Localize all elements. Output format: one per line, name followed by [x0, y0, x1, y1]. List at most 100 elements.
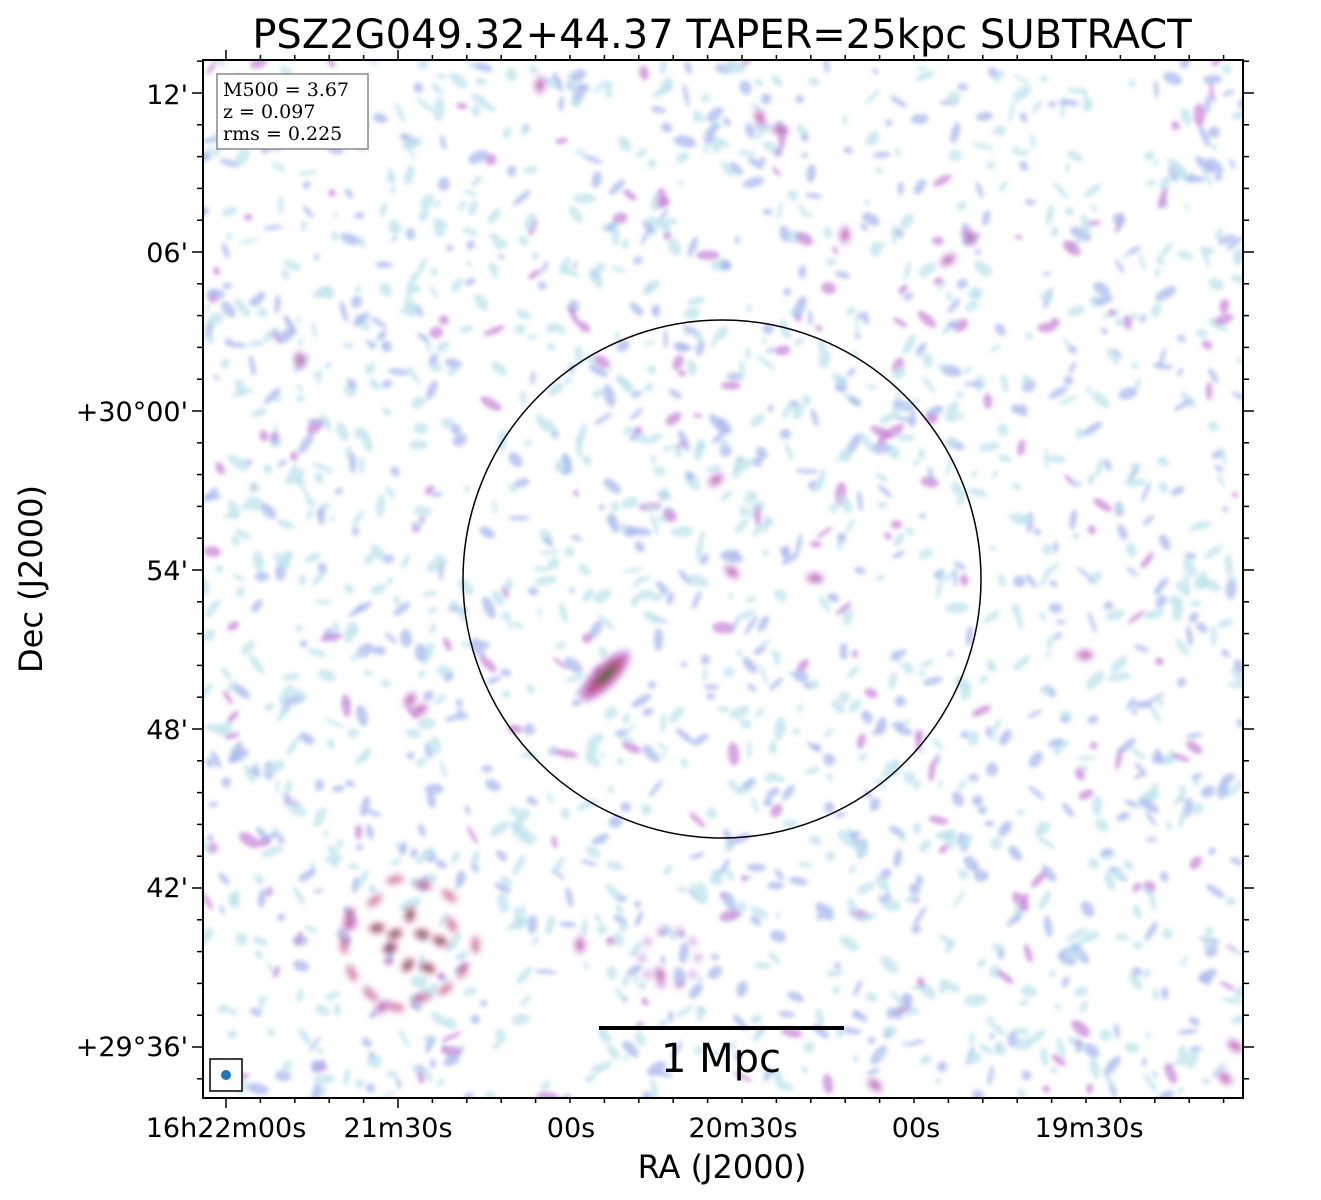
emission-blob [1230, 667, 1243, 684]
emission-blob [912, 780, 921, 790]
emission-blob [824, 851, 835, 862]
emission-blob [276, 913, 286, 921]
emission-blob [378, 1003, 386, 1011]
emission-blob [853, 333, 862, 339]
emission-blob [1104, 870, 1115, 891]
emission-blob [884, 761, 896, 771]
emission-blob [1040, 75, 1049, 83]
emission-blob [1057, 395, 1079, 405]
emission-blob [763, 797, 773, 807]
emission-blob [210, 750, 221, 769]
emission-blob [413, 505, 432, 517]
emission-blob [259, 430, 269, 442]
emission-blob [576, 941, 584, 949]
emission-blob [915, 875, 924, 885]
emission-blob [1184, 204, 1190, 211]
emission-blob [847, 897, 858, 919]
emission-blob [606, 965, 617, 980]
emission-blob [944, 401, 959, 422]
emission-blob [1141, 481, 1151, 503]
emission-blob [286, 801, 307, 817]
emission-blob [395, 1077, 402, 1090]
emission-blob [901, 1040, 911, 1048]
emission-blob [464, 804, 471, 815]
emission-blob [756, 114, 764, 122]
emission-blob [874, 473, 889, 482]
emission-blob [355, 748, 371, 766]
emission-blob [224, 732, 240, 740]
emission-blob [696, 1005, 707, 1015]
emission-blob [368, 884, 378, 894]
emission-blob [983, 609, 1001, 624]
emission-blob [1221, 1074, 1229, 1082]
emission-blob [1200, 972, 1212, 985]
emission-blob [576, 799, 598, 811]
emission-blob [853, 980, 863, 997]
emission-blob [752, 530, 757, 538]
emission-blob [842, 115, 848, 126]
emission-blob [657, 487, 670, 503]
emission-blob [523, 723, 535, 736]
emission-blob [1088, 611, 1097, 634]
emission-blob [678, 569, 691, 585]
emission-blob [1061, 949, 1084, 959]
emission-blob [559, 602, 568, 624]
emission-blob [544, 536, 554, 548]
emission-blob [1083, 1043, 1100, 1058]
emission-blob [675, 151, 690, 164]
emission-blob [680, 757, 689, 768]
emission-blob [1078, 789, 1094, 800]
emission-blob [1123, 672, 1131, 679]
emission-blob [524, 439, 532, 447]
emission-blob [526, 334, 538, 340]
info-box: M500 = 3.67 z = 0.097 rms = 0.225 [216, 73, 369, 150]
emission-blob [770, 74, 783, 87]
emission-blob [250, 1007, 262, 1017]
emission-blob [1211, 450, 1223, 459]
emission-blob [1068, 361, 1076, 375]
emission-blob [456, 102, 468, 110]
emission-blob [1106, 673, 1129, 682]
emission-blob [640, 803, 652, 816]
emission-blob [779, 428, 792, 440]
emission-blob [1161, 987, 1169, 1000]
emission-blob [511, 1013, 531, 1026]
emission-blob [902, 333, 917, 355]
emission-blob [323, 830, 329, 838]
emission-blob [1162, 241, 1174, 255]
emission-blob [594, 914, 602, 923]
emission-blob [205, 303, 211, 313]
emission-blob [519, 390, 527, 405]
emission-blob [508, 451, 523, 468]
emission-blob [727, 741, 740, 766]
emission-blob [944, 256, 952, 264]
emission-blob [1180, 391, 1196, 408]
emission-blob [339, 301, 349, 322]
emission-blob [501, 690, 512, 699]
emission-blob [336, 839, 344, 848]
emission-blob [971, 142, 994, 150]
emission-blob [894, 147, 901, 157]
emission-blob [1042, 271, 1051, 276]
emission-blob [802, 682, 812, 689]
emission-blob [735, 649, 743, 656]
emission-blob [1132, 882, 1142, 893]
emission-blob [1222, 89, 1235, 97]
emission-blob [668, 388, 682, 400]
emission-blob [428, 982, 438, 996]
emission-blob [774, 345, 791, 356]
emission-blob [692, 330, 704, 341]
emission-blob [986, 160, 995, 170]
emission-blob [902, 662, 915, 674]
emission-blob [793, 295, 807, 319]
emission-blob [1086, 670, 1105, 690]
emission-blob [696, 250, 720, 260]
emission-blob [905, 526, 914, 537]
emission-blob [429, 285, 439, 299]
y-tick-label: 54' [146, 556, 188, 587]
emission-blob [296, 988, 304, 1003]
emission-blob [835, 271, 851, 279]
emission-blob [1103, 1055, 1121, 1076]
emission-blob [446, 916, 458, 934]
emission-blob [997, 423, 1009, 437]
